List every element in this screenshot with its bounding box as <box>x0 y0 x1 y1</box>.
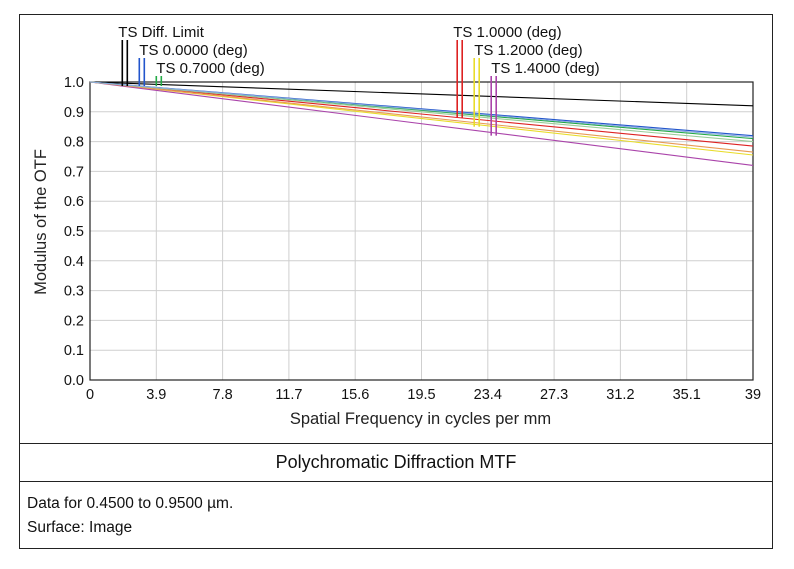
legend-label: TS 0.0000 (deg) <box>139 42 247 59</box>
x-tick-label: 7.8 <box>213 387 233 403</box>
x-tick-label: 19.5 <box>407 387 435 403</box>
y-tick-label: 0.0 <box>64 373 84 389</box>
x-tick-label: 27.3 <box>540 387 568 403</box>
chart-title-band: Polychromatic Diffraction MTF <box>19 443 773 482</box>
plot-area-border <box>89 81 754 381</box>
legend-label: TS 1.4000 (deg) <box>491 60 599 77</box>
y-tick-label: 0.5 <box>64 224 84 240</box>
y-axis-label: Modulus of the OTF <box>32 149 50 295</box>
surface-info: Surface: Image <box>27 519 133 536</box>
series-line <box>89 81 754 143</box>
legend-label: TS 1.2000 (deg) <box>474 42 582 59</box>
x-axis-label: Spatial Frequency in cycles per mm <box>290 410 551 428</box>
x-tick-label: 0 <box>86 387 94 403</box>
series-line <box>89 81 754 166</box>
x-tick-label: 35.1 <box>673 387 701 403</box>
legend-label: TS 1.0000 (deg) <box>453 24 561 41</box>
legend-label: TS Diff. Limit <box>118 24 204 41</box>
wavelength-info: Data for 0.4500 to 0.9500 µm. <box>27 495 234 512</box>
series-line <box>89 81 754 153</box>
info-panel: Data for 0.4500 to 0.9500 µm. Surface: I… <box>27 492 233 540</box>
y-tick-label: 0.4 <box>64 254 84 270</box>
x-tick-label: 11.7 <box>275 387 302 403</box>
x-tick-label: 31.2 <box>606 387 634 403</box>
chart-title: Polychromatic Diffraction MTF <box>275 452 517 472</box>
y-tick-label: 0.6 <box>64 194 84 210</box>
series-line <box>89 81 754 138</box>
chart-frame <box>19 14 773 549</box>
y-tick-label: 0.7 <box>64 164 84 180</box>
y-tick-label: 0.1 <box>64 343 84 359</box>
y-tick-label: 0.9 <box>64 105 84 121</box>
series-line <box>89 81 754 107</box>
y-tick-label: 1.0 <box>64 75 84 91</box>
x-tick-label: 23.4 <box>474 387 502 403</box>
legend-label: TS 0.7000 (deg) <box>156 60 264 77</box>
y-tick-label: 0.3 <box>64 284 84 300</box>
series-line <box>89 81 754 147</box>
x-tick-label: 39 <box>745 387 761 403</box>
x-tick-label: 15.6 <box>341 387 369 403</box>
y-tick-label: 0.8 <box>64 135 84 151</box>
y-tick-label: 0.2 <box>64 313 84 329</box>
x-tick-label: 3.9 <box>146 387 166 403</box>
